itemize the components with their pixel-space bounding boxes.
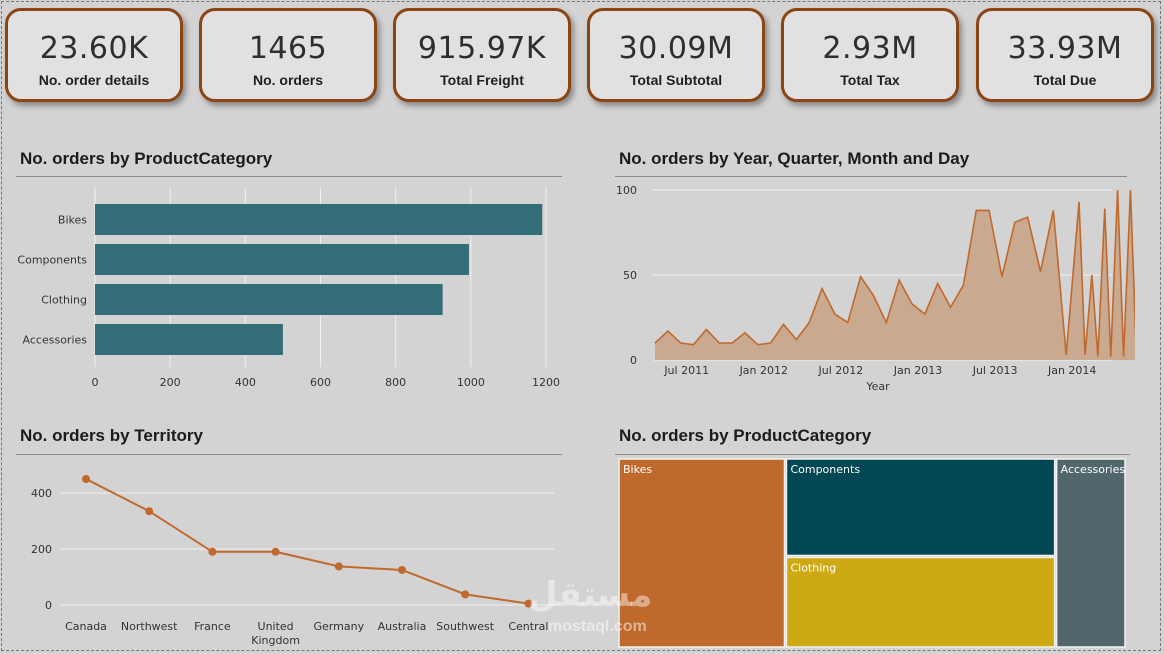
data-point[interactable] bbox=[271, 547, 280, 556]
area-chart-divider bbox=[615, 176, 1127, 177]
kpi-label: No. order details bbox=[38, 72, 150, 88]
treemap-tile[interactable] bbox=[1055, 458, 1126, 648]
treemap-title: No. orders by ProductCategory bbox=[619, 426, 872, 445]
y-tick-label: 0 bbox=[630, 354, 637, 367]
kpi-value: 33.93M bbox=[1007, 31, 1123, 66]
category-label: Accessories bbox=[23, 334, 88, 347]
category-label: Canada bbox=[65, 620, 107, 633]
bar[interactable] bbox=[95, 244, 469, 275]
line-chart[interactable]: 0 200 400 Canada Northwest France UnitedKingdo… bbox=[16, 460, 566, 650]
data-point[interactable] bbox=[145, 507, 154, 516]
watermark-url: mostaql.com bbox=[548, 618, 647, 635]
bar[interactable] bbox=[95, 324, 283, 355]
bar[interactable] bbox=[95, 204, 543, 235]
treemap[interactable]: Bikes Components Clothing Accessories bbox=[618, 458, 1128, 650]
data-point[interactable] bbox=[524, 599, 533, 608]
treemap-label: Clothing bbox=[790, 561, 836, 574]
kpi-value: 1465 bbox=[248, 31, 328, 66]
y-tick-label: 0 bbox=[45, 599, 52, 612]
line-chart-title: No. orders by Territory bbox=[20, 426, 203, 445]
y-tick-label: 400 bbox=[31, 487, 52, 500]
treemap-label: Bikes bbox=[623, 463, 652, 476]
area-chart[interactable]: 0 50 100 Jul 2011 Jan 2012 Jul 2012 Jan 2013 Ju… bbox=[615, 180, 1135, 395]
treemap-divider bbox=[615, 454, 1130, 455]
bar[interactable] bbox=[95, 284, 443, 315]
x-tick-label: Jan 2013 bbox=[893, 364, 942, 377]
y-tick-label: 200 bbox=[31, 543, 52, 556]
category-label: United bbox=[258, 620, 294, 633]
x-tick-label: 800 bbox=[385, 376, 406, 389]
kpi-card-total-subtotal[interactable]: 30.09M Total Subtotal bbox=[587, 8, 765, 102]
x-tick-label: 1000 bbox=[457, 376, 485, 389]
kpi-card-total-tax[interactable]: 2.93M Total Tax bbox=[781, 8, 959, 102]
category-label: Northwest bbox=[121, 620, 178, 633]
kpi-label: Total Subtotal bbox=[629, 72, 723, 88]
category-label: France bbox=[194, 620, 231, 633]
x-tick-label: Jan 2014 bbox=[1047, 364, 1096, 377]
area-chart-title: No. orders by Year, Quarter, Month and D… bbox=[619, 149, 970, 168]
kpi-label: No. orders bbox=[252, 72, 323, 88]
x-tick-label: Jan 2012 bbox=[739, 364, 788, 377]
x-axis-title: Year bbox=[865, 380, 890, 393]
kpi-value: 915.97K bbox=[417, 31, 547, 66]
x-tick-label: 600 bbox=[310, 376, 331, 389]
data-point[interactable] bbox=[398, 566, 406, 574]
kpi-label: Total Freight bbox=[440, 72, 524, 88]
treemap-label: Accessories bbox=[1061, 463, 1126, 476]
treemap-tile[interactable] bbox=[785, 556, 1056, 648]
kpi-value: 2.93M bbox=[822, 31, 918, 66]
category-label: Clothing bbox=[41, 294, 87, 307]
series-line[interactable] bbox=[85, 478, 529, 605]
treemap-tile[interactable] bbox=[785, 458, 1056, 557]
kpi-card-total-freight[interactable]: 915.97K Total Freight bbox=[393, 8, 571, 102]
x-tick-label: 400 bbox=[235, 376, 256, 389]
kpi-card-orders[interactable]: 1465 No. orders bbox=[199, 8, 377, 102]
watermark-logo: مستقل bbox=[528, 576, 653, 614]
y-tick-label: 100 bbox=[616, 184, 637, 197]
treemap-tile[interactable] bbox=[618, 458, 786, 648]
kpi-value: 23.60K bbox=[39, 31, 149, 66]
area-fill bbox=[655, 190, 1135, 360]
x-tick-label: Jul 2011 bbox=[663, 364, 709, 377]
category-label: Kingdom bbox=[251, 634, 300, 647]
bar-chart-divider bbox=[16, 176, 562, 177]
category-label: Components bbox=[17, 254, 87, 267]
category-label: Southwest bbox=[436, 620, 494, 633]
series-line[interactable] bbox=[654, 189, 1135, 357]
treemap-label: Components bbox=[790, 463, 860, 476]
kpi-card-total-due[interactable]: 33.93M Total Due bbox=[976, 8, 1154, 102]
category-label: Bikes bbox=[58, 214, 87, 227]
data-point[interactable] bbox=[208, 547, 217, 556]
category-label: Australia bbox=[378, 620, 427, 633]
x-tick-label: Jul 2013 bbox=[972, 364, 1018, 377]
bar-chart-title: No. orders by ProductCategory bbox=[20, 149, 273, 168]
bar-chart[interactable]: 0 200 400 600 800 1000 1200 Bikes Components Clot… bbox=[16, 182, 566, 392]
x-tick-label: 0 bbox=[92, 376, 99, 389]
data-point[interactable] bbox=[461, 590, 470, 599]
kpi-label: Total Tax bbox=[840, 72, 900, 88]
category-label: Central bbox=[508, 620, 548, 633]
data-point[interactable] bbox=[334, 562, 343, 571]
line-chart-divider bbox=[16, 454, 562, 455]
kpi-label: Total Due bbox=[1033, 72, 1097, 88]
category-label: Germany bbox=[314, 620, 365, 633]
kpi-card-order-details[interactable]: 23.60K No. order details bbox=[5, 8, 183, 102]
x-tick-label: Jul 2012 bbox=[818, 364, 864, 377]
x-tick-label: 200 bbox=[160, 376, 181, 389]
y-tick-label: 50 bbox=[623, 269, 637, 282]
kpi-value: 30.09M bbox=[618, 31, 734, 66]
data-point[interactable] bbox=[82, 475, 90, 483]
x-tick-label: 1200 bbox=[532, 376, 560, 389]
